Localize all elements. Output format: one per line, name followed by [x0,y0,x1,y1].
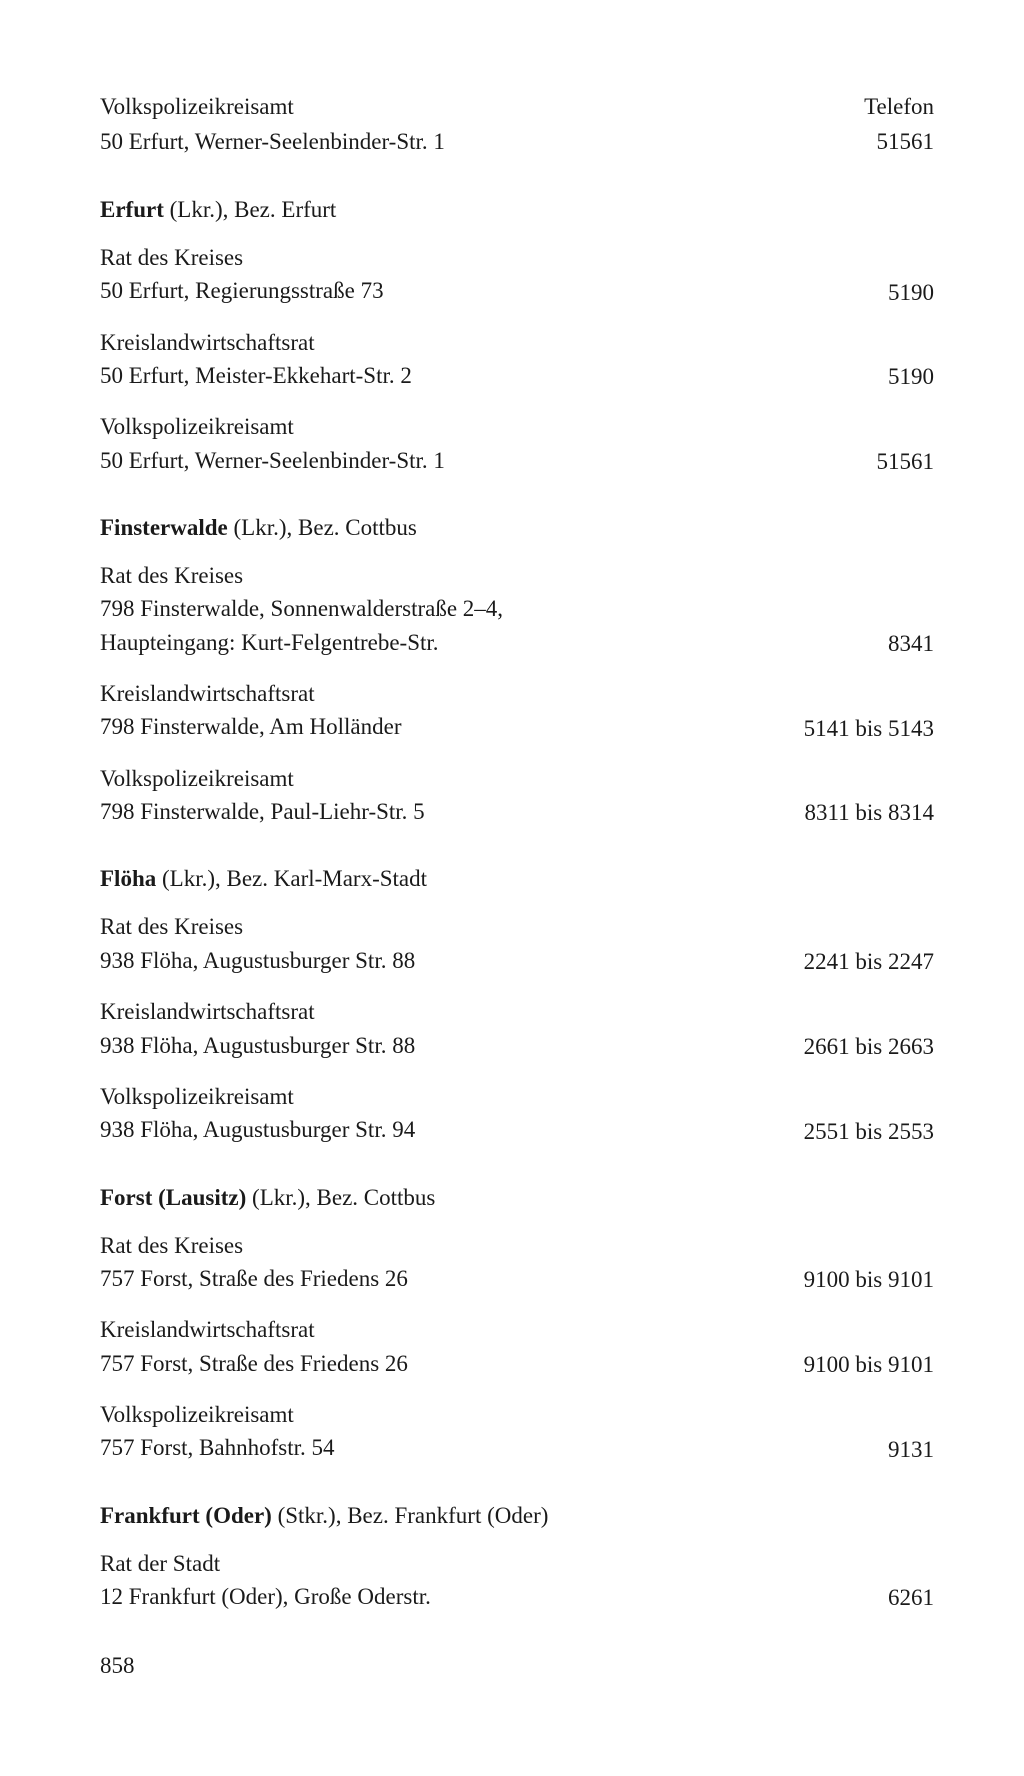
entry-line2: 798 Finsterwalde, Sonnenwalderstraße 2–4… [100,592,868,625]
entry-phone: 2241 bis 2247 [804,949,934,977]
entry-text: Rat des Kreises938 Flöha, Augustusburger… [100,910,784,977]
header-row: Volkspolizeikreisamt 50 Erfurt, Werner-S… [100,90,934,159]
entry-line2: 938 Flöha, Augustusburger Str. 88 [100,1029,784,1062]
entry-line2: 757 Forst, Straße des Friedens 26 [100,1262,784,1295]
section-title: Forst (Lausitz) (Lkr.), Bez. Cottbus [100,1185,934,1211]
entry-line1: Volkspolizeikreisamt [100,762,785,795]
section-title-rest: (Lkr.), Bez. Karl-Marx-Stadt [156,866,427,891]
header-right: Telefon 51561 [864,90,934,159]
entry-line1: Volkspolizeikreisamt [100,1398,868,1431]
entry-text: Rat des Kreises798 Finsterwalde, Sonnenw… [100,559,868,659]
entry-phone: 5190 [888,364,934,392]
section: Frankfurt (Oder) (Stkr.), Bez. Frankfurt… [100,1503,934,1614]
entry-text: Kreislandwirtschaftsrat798 Finsterwalde,… [100,677,784,744]
section: Erfurt (Lkr.), Bez. Erfurt Rat des Kreise… [100,197,934,477]
section-title-rest: (Lkr.), Bez. Cottbus [246,1185,435,1210]
entry-text: Kreislandwirtschaftsrat757 Forst, Straße… [100,1313,784,1380]
entry-text: Kreislandwirtschaftsrat938 Flöha, August… [100,995,784,1062]
section-title-bold: Forst (Lausitz) [100,1185,246,1210]
directory-entry: Rat der Stadt12 Frankfurt (Oder), Große … [100,1547,934,1614]
entry-phone: 51561 [877,449,935,477]
section-title-bold: Erfurt [100,197,164,222]
directory-entry: Volkspolizeikreisamt938 Flöha, Augustusb… [100,1080,934,1147]
section-title: Finsterwalde (Lkr.), Bez. Cottbus [100,515,934,541]
section: Forst (Lausitz) (Lkr.), Bez. Cottbus Rat … [100,1185,934,1465]
section-title-rest: (Lkr.), Bez. Erfurt [164,197,336,222]
directory-entry: Rat des Kreises938 Flöha, Augustusburger… [100,910,934,977]
header-left: Volkspolizeikreisamt 50 Erfurt, Werner-S… [100,90,445,159]
entry-line2: 798 Finsterwalde, Am Holländer [100,710,784,743]
entry-phone: 9100 bis 9101 [804,1267,934,1295]
entry-phone: 5190 [888,280,934,308]
section-title: Erfurt (Lkr.), Bez. Erfurt [100,197,934,223]
section-title-bold: Flöha [100,866,156,891]
section-title: Flöha (Lkr.), Bez. Karl-Marx-Stadt [100,866,934,892]
entry-line1: Rat der Stadt [100,1547,868,1580]
entry-text: Volkspolizeikreisamt798 Finsterwalde, Pa… [100,762,785,829]
directory-entry: Rat des Kreises798 Finsterwalde, Sonnenw… [100,559,934,659]
entry-phone: 9100 bis 9101 [804,1352,934,1380]
entry-line1: Rat des Kreises [100,910,784,943]
header-right-line2: 51561 [864,125,934,160]
entry-line1: Rat des Kreises [100,241,868,274]
directory-entry: Volkspolizeikreisamt798 Finsterwalde, Pa… [100,762,934,829]
entry-phone: 2551 bis 2553 [804,1119,934,1147]
entry-line3: Haupteingang: Kurt-Felgentrebe-Str. [100,626,868,659]
entry-phone: 8341 [888,631,934,659]
entry-line2: 50 Erfurt, Regierungsstraße 73 [100,274,868,307]
directory-entry: Rat des Kreises50 Erfurt, Regierungsstra… [100,241,934,308]
directory-entry: Kreislandwirtschaftsrat798 Finsterwalde,… [100,677,934,744]
entry-line1: Volkspolizeikreisamt [100,410,857,443]
entry-text: Volkspolizeikreisamt757 Forst, Bahnhofst… [100,1398,868,1465]
page-content: Volkspolizeikreisamt 50 Erfurt, Werner-S… [0,0,1024,1739]
entry-line1: Kreislandwirtschaftsrat [100,995,784,1028]
entry-phone: 2661 bis 2663 [804,1034,934,1062]
header-left-line1: Volkspolizeikreisamt [100,90,445,125]
entry-line2: 938 Flöha, Augustusburger Str. 94 [100,1113,784,1146]
entry-text: Volkspolizeikreisamt938 Flöha, Augustusb… [100,1080,784,1147]
entry-line1: Kreislandwirtschaftsrat [100,1313,784,1346]
entry-line2: 938 Flöha, Augustusburger Str. 88 [100,944,784,977]
section-title-bold: Finsterwalde [100,515,228,540]
directory-entry: Rat des Kreises757 Forst, Straße des Fri… [100,1229,934,1296]
section: Flöha (Lkr.), Bez. Karl-Marx-Stadt Rat de… [100,866,934,1146]
entry-line1: Kreislandwirtschaftsrat [100,677,784,710]
directory-entry: Volkspolizeikreisamt50 Erfurt, Werner-Se… [100,410,934,477]
entry-text: Kreislandwirtschaftsrat50 Erfurt, Meiste… [100,326,868,393]
entry-line2: 757 Forst, Straße des Friedens 26 [100,1347,784,1380]
directory-entry: Kreislandwirtschaftsrat757 Forst, Straße… [100,1313,934,1380]
entry-line2: 12 Frankfurt (Oder), Große Oderstr. [100,1580,868,1613]
entry-line1: Volkspolizeikreisamt [100,1080,784,1113]
directory-entry: Kreislandwirtschaftsrat50 Erfurt, Meiste… [100,326,934,393]
entry-phone: 6261 [888,1585,934,1613]
entry-line2: 50 Erfurt, Meister-Ekkehart-Str. 2 [100,359,868,392]
sections-container: Erfurt (Lkr.), Bez. Erfurt Rat des Kreise… [100,197,934,1613]
entry-line1: Rat des Kreises [100,1229,784,1262]
entry-text: Rat des Kreises50 Erfurt, Regierungsstra… [100,241,868,308]
section-title-rest: (Stkr.), Bez. Frankfurt (Oder) [272,1503,549,1528]
entry-phone: 9131 [888,1437,934,1465]
entry-text: Rat der Stadt12 Frankfurt (Oder), Große … [100,1547,868,1614]
header-left-line2: 50 Erfurt, Werner-Seelenbinder-Str. 1 [100,125,445,160]
section-title-rest: (Lkr.), Bez. Cottbus [228,515,417,540]
entry-text: Volkspolizeikreisamt50 Erfurt, Werner-Se… [100,410,857,477]
directory-entry: Volkspolizeikreisamt757 Forst, Bahnhofst… [100,1398,934,1465]
directory-entry: Kreislandwirtschaftsrat938 Flöha, August… [100,995,934,1062]
page-number: 858 [100,1653,934,1679]
entry-phone: 5141 bis 5143 [804,716,934,744]
entry-line2: 757 Forst, Bahnhofstr. 54 [100,1431,868,1464]
section-title-bold: Frankfurt (Oder) [100,1503,272,1528]
section: Finsterwalde (Lkr.), Bez. Cottbus Rat des… [100,515,934,828]
entry-line2: 50 Erfurt, Werner-Seelenbinder-Str. 1 [100,444,857,477]
entry-line2: 798 Finsterwalde, Paul-Liehr-Str. 5 [100,795,785,828]
entry-line1: Rat des Kreises [100,559,868,592]
section-title: Frankfurt (Oder) (Stkr.), Bez. Frankfurt… [100,1503,934,1529]
entry-line1: Kreislandwirtschaftsrat [100,326,868,359]
header-right-line1: Telefon [864,90,934,125]
entry-phone: 8311 bis 8314 [805,800,935,828]
entry-text: Rat des Kreises757 Forst, Straße des Fri… [100,1229,784,1296]
